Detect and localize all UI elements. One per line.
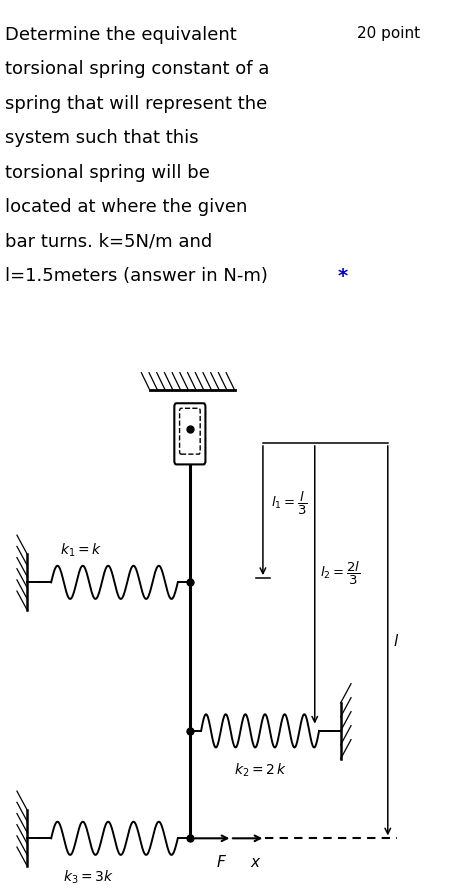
Text: $F$: $F$ xyxy=(217,854,228,870)
Text: l=1.5meters (answer in N-m): l=1.5meters (answer in N-m) xyxy=(5,268,274,285)
Text: Determine the equivalent: Determine the equivalent xyxy=(5,26,237,44)
Text: torsional spring will be: torsional spring will be xyxy=(5,164,210,182)
Text: $l_2 = \dfrac{2l}{3}$: $l_2 = \dfrac{2l}{3}$ xyxy=(320,560,361,588)
Text: *: * xyxy=(337,268,347,286)
Text: $k_1 = k$: $k_1 = k$ xyxy=(60,541,102,559)
Text: $k_3 = 3k$: $k_3 = 3k$ xyxy=(63,869,114,886)
Text: $l$: $l$ xyxy=(393,633,400,649)
Text: $k_2 = 2\,k$: $k_2 = 2\,k$ xyxy=(234,762,287,779)
Text: located at where the given: located at where the given xyxy=(5,198,247,216)
Text: $x$: $x$ xyxy=(250,855,262,870)
FancyBboxPatch shape xyxy=(174,404,205,464)
Text: bar turns. k=5N/m and: bar turns. k=5N/m and xyxy=(5,233,212,251)
Text: torsional spring constant of a: torsional spring constant of a xyxy=(5,60,270,78)
Text: system such that this: system such that this xyxy=(5,130,199,148)
Text: $l_1 = \dfrac{l}{3}$: $l_1 = \dfrac{l}{3}$ xyxy=(272,491,308,517)
Text: spring that will represent the: spring that will represent the xyxy=(5,95,267,113)
Text: 20 point: 20 point xyxy=(357,26,420,41)
